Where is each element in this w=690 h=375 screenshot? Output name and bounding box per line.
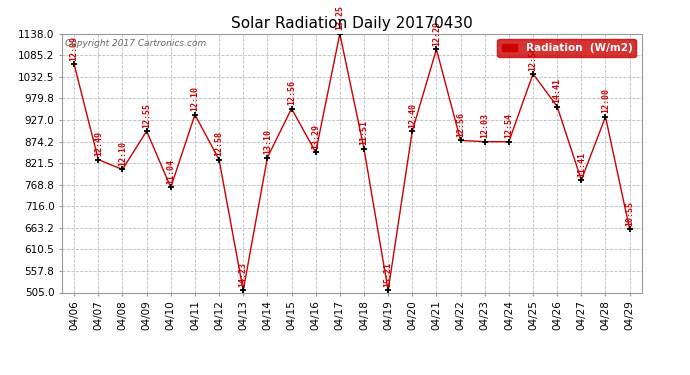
Text: 13:10: 13:10 [263, 129, 272, 154]
Text: 13:29: 13:29 [311, 124, 320, 149]
Text: 13:25: 13:25 [335, 6, 344, 30]
Text: 11:41: 11:41 [577, 152, 586, 177]
Text: 12:10: 12:10 [190, 86, 199, 111]
Text: 12:56: 12:56 [529, 45, 538, 70]
Text: 12:10: 12:10 [118, 141, 127, 166]
Text: 12:54: 12:54 [504, 113, 513, 138]
Text: 12:40: 12:40 [408, 103, 417, 128]
Text: 12:29: 12:29 [432, 21, 441, 46]
Text: 15:21: 15:21 [384, 262, 393, 287]
Text: 12:09: 12:09 [70, 36, 79, 61]
Text: 14:23: 14:23 [239, 262, 248, 287]
Legend: Radiation  (W/m2): Radiation (W/m2) [497, 39, 636, 57]
Text: 11:51: 11:51 [359, 120, 368, 146]
Text: Copyright 2017 Cartronics.com: Copyright 2017 Cartronics.com [65, 39, 206, 48]
Text: 11:04: 11:04 [166, 159, 175, 184]
Text: 12:56: 12:56 [456, 112, 465, 137]
Text: 12:55: 12:55 [142, 103, 151, 128]
Text: 12:56: 12:56 [287, 80, 296, 105]
Text: 12:58: 12:58 [215, 131, 224, 156]
Text: 10:55: 10:55 [625, 201, 634, 226]
Text: 12:00: 12:00 [601, 88, 610, 114]
Text: 12:03: 12:03 [480, 113, 489, 138]
Text: 14:41: 14:41 [553, 78, 562, 103]
Text: 12:49: 12:49 [94, 131, 103, 156]
Title: Solar Radiation Daily 20170430: Solar Radiation Daily 20170430 [231, 16, 473, 31]
